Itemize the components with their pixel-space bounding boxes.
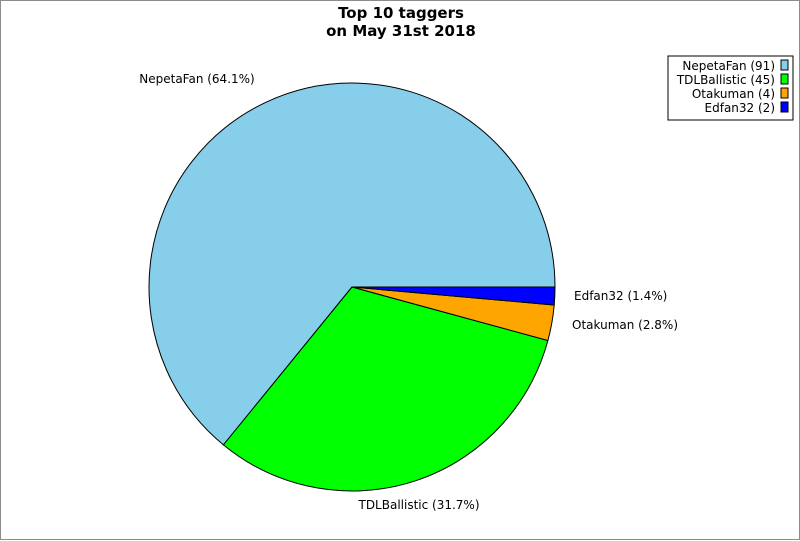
slice-label-otakuman: Otakuman (2.8%) (572, 318, 678, 332)
legend-swatch-nepetafan (780, 59, 789, 71)
slice-label-nepetafan: NepetaFan (64.1%) (139, 72, 254, 86)
pie-slice-edfan32 (351, 286, 556, 306)
legend-label-otakuman: Otakuman (4) (692, 87, 775, 101)
legend: NepetaFan (91)TDLBallistic (45)Otakuman … (667, 55, 794, 121)
legend-swatch-tdlballistic (780, 73, 789, 85)
legend-box (667, 55, 794, 121)
legend-swatch-otakuman (780, 87, 789, 99)
slice-label-edfan32: Edfan32 (1.4%) (574, 289, 667, 303)
legend-label-tdlballistic: TDLBallistic (45) (676, 73, 775, 87)
chart-title-line-1: Top 10 taggers (338, 4, 464, 22)
chart-title-line-2: on May 31st 2018 (326, 22, 476, 40)
pie-slice-tdlballistic (222, 286, 549, 492)
pie-slice-nepetafan (148, 82, 556, 446)
legend-label-nepetafan: NepetaFan (91) (682, 59, 775, 73)
legend-swatch-edfan32 (780, 101, 789, 113)
legend-label-edfan32: Edfan32 (2) (705, 101, 775, 115)
pie-slices (148, 82, 556, 492)
slice-label-tdlballistic: TDLBallistic (31.7%) (357, 498, 479, 512)
slice-labels: NepetaFan (64.1%) TDLBallistic (31.7%) Ota… (139, 72, 678, 512)
